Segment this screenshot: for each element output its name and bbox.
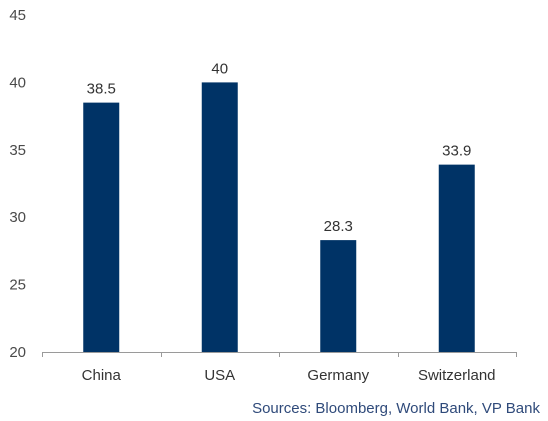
value-label: 33.9 bbox=[442, 143, 471, 160]
y-tick-label: 45 bbox=[9, 7, 26, 24]
value-labels-group: 38.5 40 28.3 33.9 bbox=[87, 60, 472, 235]
y-tick-label: 30 bbox=[9, 209, 26, 226]
y-tick-label: 40 bbox=[9, 74, 26, 91]
x-axis bbox=[42, 352, 517, 357]
value-label: 28.3 bbox=[324, 218, 353, 235]
bar-switzerland bbox=[438, 164, 475, 352]
bar-germany bbox=[320, 240, 357, 352]
category-label: USA bbox=[204, 367, 235, 384]
bars-group bbox=[83, 82, 475, 353]
bar-usa bbox=[201, 82, 238, 353]
y-axis-ticks: 20 25 30 35 40 45 bbox=[9, 7, 26, 361]
source-note: Sources: Bloomberg, World Bank, VP Bank bbox=[252, 400, 540, 417]
y-tick-label: 35 bbox=[9, 142, 26, 159]
category-label: China bbox=[82, 367, 122, 384]
y-tick-label: 20 bbox=[9, 344, 26, 361]
value-label: 40 bbox=[211, 60, 228, 77]
category-labels-group: China USA Germany Switzerland bbox=[82, 367, 496, 384]
category-label: Germany bbox=[307, 367, 369, 384]
y-tick-label: 25 bbox=[9, 277, 26, 294]
bar-china bbox=[83, 102, 120, 353]
value-label: 38.5 bbox=[87, 81, 116, 98]
category-label: Switzerland bbox=[418, 367, 496, 384]
